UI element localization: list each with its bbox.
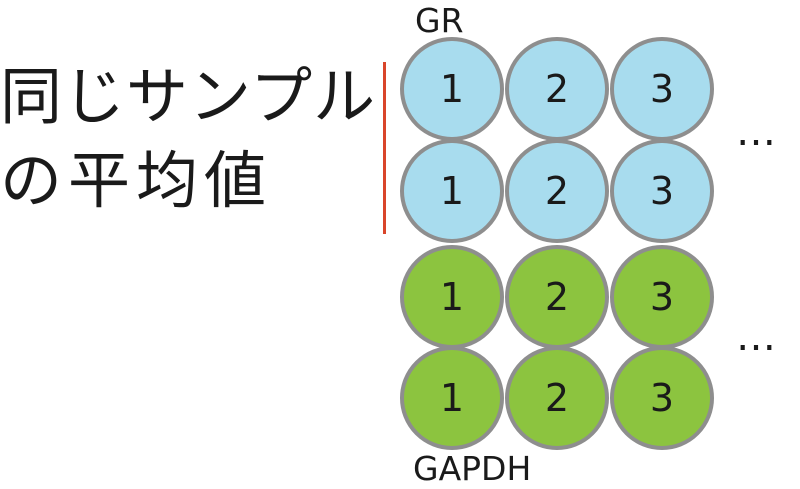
well: 3 (610, 37, 714, 141)
well: 3 (610, 346, 714, 450)
well: 2 (505, 245, 609, 349)
gr-group-label: GR (415, 1, 464, 40)
well: 2 (505, 37, 609, 141)
well: 1 (400, 245, 504, 349)
same-sample-label: 同じサンプル (0, 60, 377, 133)
gapdh-group-label: GAPDH (413, 449, 532, 488)
well: 2 (505, 139, 609, 243)
well: 1 (400, 346, 504, 450)
continuation-ellipsis-gr: … (736, 109, 779, 155)
average-value-label: の平均値 (0, 144, 273, 217)
bracket-line (383, 62, 386, 234)
well: 2 (505, 346, 609, 450)
well: 3 (610, 139, 714, 243)
continuation-ellipsis-gapdh: … (736, 314, 779, 360)
well: 1 (400, 37, 504, 141)
well-row-gapdh-1: 1 2 3 (400, 245, 714, 349)
well: 3 (610, 245, 714, 349)
well-row-gr-1: 1 2 3 (400, 37, 714, 141)
well: 1 (400, 139, 504, 243)
well-row-gr-2: 1 2 3 (400, 139, 714, 243)
well-row-gapdh-2: 1 2 3 (400, 346, 714, 450)
